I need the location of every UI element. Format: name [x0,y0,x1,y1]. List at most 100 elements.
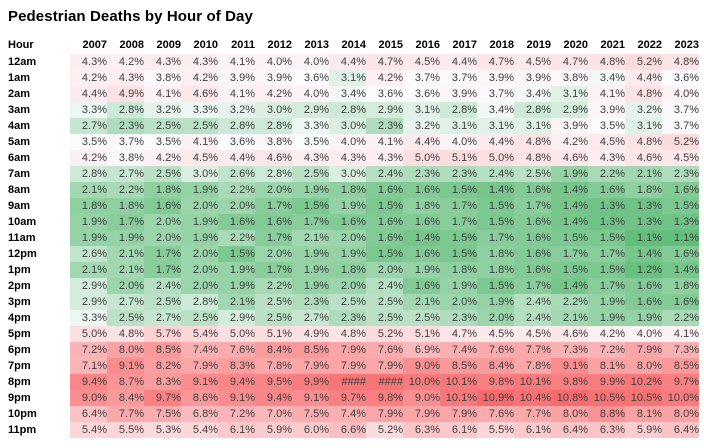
heat-cell: 1.9% [588,294,625,310]
heat-cell: 1.4% [625,246,662,262]
heat-cell: 1.8% [144,182,181,198]
heat-cell: 7.7% [514,406,551,422]
heat-cell: 2.0% [181,198,218,214]
heat-cell: 2.5% [144,294,181,310]
heat-cell: 3.0% [255,102,292,118]
heat-cell: 1.6% [366,214,403,230]
col-header-2008: 2008 [119,39,144,51]
table-row-7pm: 7pm 7.1% 9.1% 8.2% 7.9% 8.3% 7.8% 7.9% 7.9% 7.9% 9… [8,358,699,374]
row-label-8pm: 8pm [8,374,70,390]
heat-cell: 5.4% [70,422,107,438]
heat-cell: 8.5% [292,342,329,358]
heat-cell: 4.1% [588,86,625,102]
heat-cell: 7.4% [329,406,366,422]
heat-cell: 4.8% [107,326,144,342]
table-row-11am: 11am 1.9% 1.9% 2.0% 1.9% 2.2% 1.7% 2.1% 2.0% 1.6%… [8,230,699,246]
heat-cell: 1.9% [107,230,144,246]
heat-cell: 3.5% [144,134,181,150]
heat-cell: #### [329,374,366,390]
heat-cell: 10.1% [440,390,477,406]
heat-cell: 8.3% [218,358,255,374]
table-row-11pm: 11pm 5.4% 5.5% 5.3% 5.4% 6.1% 5.9% 6.0% 6.6% 5.2%… [8,422,699,438]
heat-cell: 9.0% [403,358,440,374]
heat-cell: 1.8% [625,182,662,198]
heat-cell: 1.9% [329,198,366,214]
row-label-3am: 3am [8,102,70,118]
hour-column-header: Hour [8,39,34,51]
row-label-11pm: 11pm [8,422,70,438]
row-label-9pm: 9pm [8,390,70,406]
heat-cell: 1.7% [107,214,144,230]
heat-cell: 5.3% [144,422,181,438]
heat-cell: 7.9% [292,358,329,374]
heat-cell: 7.8% [514,358,551,374]
heat-cell: 1.6% [366,230,403,246]
heat-cell: 9.1% [551,358,588,374]
heat-cell: 4.2% [107,54,144,70]
heat-cell: 2.2% [588,166,625,182]
heat-cell: 4.3% [292,150,329,166]
heat-cell: 1.9% [440,278,477,294]
heat-cell: 2.0% [329,278,366,294]
heat-cell: 3.8% [551,70,588,86]
heat-cell: 1.9% [181,182,218,198]
heat-cell: 2.1% [70,262,107,278]
heat-cell: 4.8% [329,326,366,342]
table-row-2am: 2am 4.4% 4.9% 4.1% 4.6% 4.1% 4.2% 4.0% 3.4% 3.6% 3… [8,86,699,102]
heat-cell: 10.0% [403,374,440,390]
heat-cell: 7.2% [70,342,107,358]
heat-cell: 1.5% [477,278,514,294]
heat-cell: 1.6% [662,182,699,198]
heat-cell: 3.6% [366,86,403,102]
heat-cell: 4.7% [366,54,403,70]
heat-cell: 2.4% [514,310,551,326]
heat-cell: 9.8% [477,374,514,390]
heat-cell: 2.2% [218,230,255,246]
heat-cell: 1.1% [662,230,699,246]
heat-cell: 8.5% [144,342,181,358]
heat-cell: 8.1% [625,406,662,422]
heat-cell: 4.8% [662,54,699,70]
heat-cell: 4.7% [551,54,588,70]
heat-cell: 4.4% [440,54,477,70]
heat-cell: 2.2% [662,310,699,326]
heat-cell: 7.2% [218,406,255,422]
heat-cell: 3.7% [440,70,477,86]
heat-cell: 7.5% [144,406,181,422]
heat-cell: 1.6% [514,214,551,230]
heat-cell: 4.1% [144,86,181,102]
row-label-4am: 4am [8,118,70,134]
heat-cell: 2.3% [403,166,440,182]
heat-cell: 5.0% [218,326,255,342]
col-header-2010: 2010 [193,39,218,51]
heat-cell: 5.9% [625,422,662,438]
heat-cell: 4.7% [477,54,514,70]
heat-cell: 6.3% [403,422,440,438]
heatmap-body: 12am 4.3% 4.2% 4.3% 4.3% 4.1% 4.0% 4.0% 4.4% 4.7%… [8,54,699,438]
heat-cell: 2.0% [144,214,181,230]
heat-cell: 1.9% [292,278,329,294]
row-label-9am: 9am [8,198,70,214]
row-label-6pm: 6pm [8,342,70,358]
heat-cell: 3.3% [70,102,107,118]
heat-cell: 3.6% [218,134,255,150]
heat-cell: 2.2% [551,294,588,310]
heat-cell: 1.9% [292,262,329,278]
row-label-7am: 7am [8,166,70,182]
heat-cell: 1.6% [218,214,255,230]
heat-cell: 3.4% [477,102,514,118]
heat-cell: 2.8% [218,118,255,134]
heat-cell: 1.4% [662,262,699,278]
heat-cell: 3.9% [514,70,551,86]
heat-cell: 4.9% [107,86,144,102]
heat-cell: 7.9% [366,406,403,422]
table-row-6pm: 6pm 7.2% 8.0% 8.5% 7.4% 7.6% 8.4% 8.5% 7.9% 7.6% 6… [8,342,699,358]
heat-cell: 6.4% [551,422,588,438]
heat-cell: 5.1% [403,326,440,342]
heat-cell: 1.6% [403,182,440,198]
heat-cell: 6.0% [292,422,329,438]
heat-cell: 2.0% [255,182,292,198]
heat-cell: 7.9% [181,358,218,374]
heat-cell: 2.8% [440,102,477,118]
heat-cell: 2.8% [329,102,366,118]
